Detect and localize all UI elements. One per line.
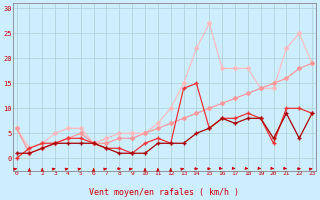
X-axis label: Vent moyen/en rafales ( km/h ): Vent moyen/en rafales ( km/h ) — [89, 188, 239, 197]
